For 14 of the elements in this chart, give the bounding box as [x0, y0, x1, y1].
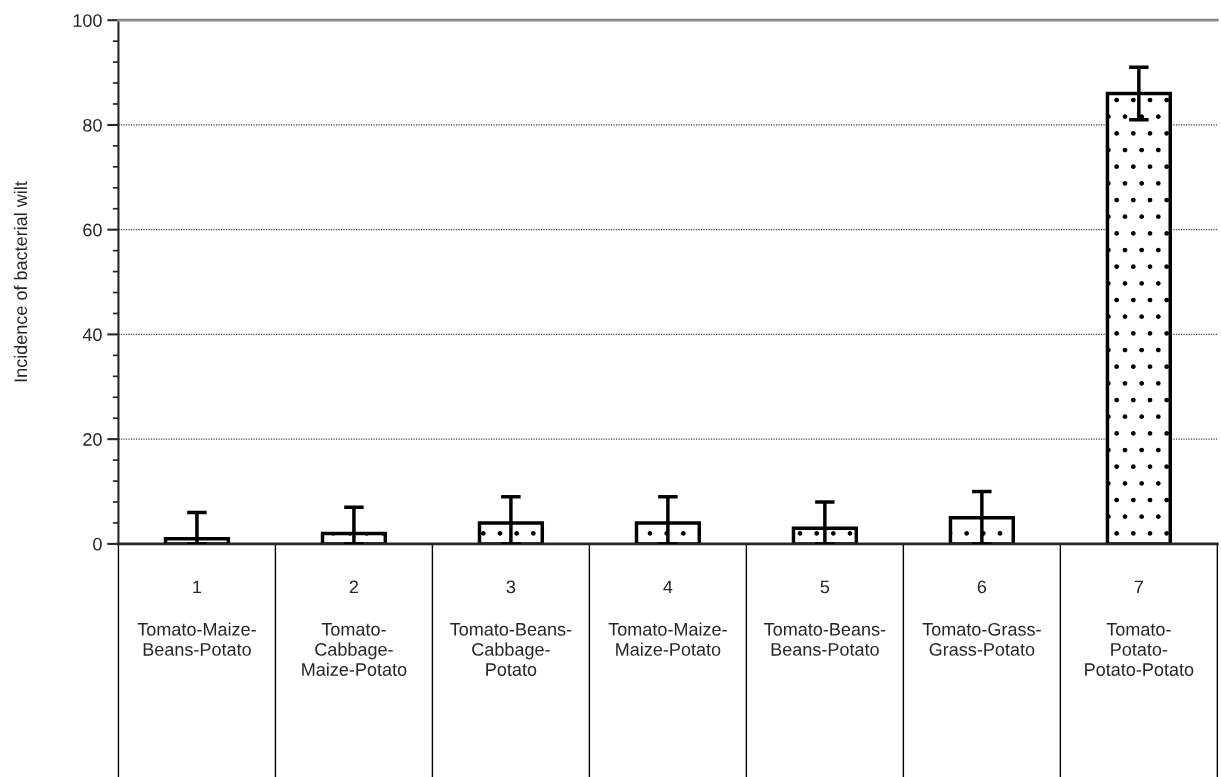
- category-label: 6 Tomato-Grass-Grass-Potato: [922, 580, 1041, 656]
- y-tick-label: 0: [93, 537, 102, 551]
- y-tick-label: 80: [83, 118, 102, 132]
- y-tick-label: 20: [83, 433, 102, 446]
- y-axis-title: Incidence of bacterial wilt: [13, 181, 28, 382]
- category-label: 4 Tomato-Maize-Maize-Potato: [608, 580, 727, 656]
- y-tick-label: 100: [73, 14, 102, 27]
- y-tick-label: 40: [82, 328, 102, 342]
- category-label: 3 Tomato-Beans-Cabbage-Potato: [450, 580, 572, 676]
- category-label: 5 Tomato-Beans-Beans-Potato: [764, 580, 886, 656]
- y-tick-label: 60: [83, 223, 102, 237]
- category-label: 1 Tomato-Maize-Beans-Potato: [137, 580, 256, 656]
- category-label: 2 Tomato-Cabbage-Maize-Potato: [302, 580, 407, 676]
- category-label: 7 Tomato-Potato-Potato-Potato: [1085, 580, 1194, 676]
